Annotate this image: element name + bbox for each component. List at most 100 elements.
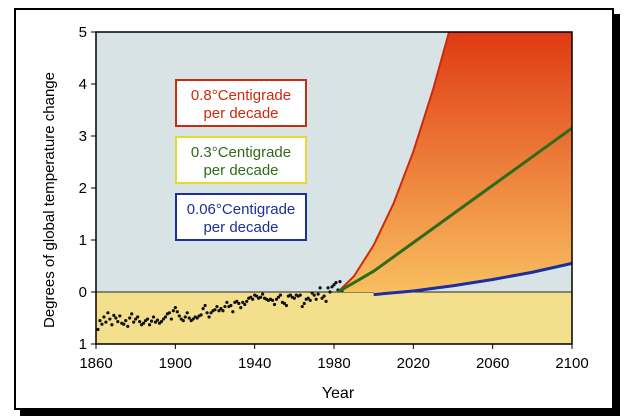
- y-tick-label: 4: [79, 76, 87, 93]
- legend-box-2: [175, 136, 307, 184]
- observed-point: [308, 298, 312, 302]
- lower-background: [96, 292, 572, 344]
- y-tick-label: 1: [79, 232, 87, 249]
- observed-point: [249, 295, 253, 299]
- observed-point: [195, 316, 199, 320]
- observed-point: [217, 309, 221, 313]
- series-line-1: [337, 31, 450, 293]
- observed-point: [149, 319, 154, 323]
- y-tick-label: 0: [79, 284, 87, 301]
- observed-point: [215, 304, 219, 309]
- observed-point: [278, 293, 283, 297]
- series-line-3: [373, 261, 573, 297]
- observed-point: [159, 320, 164, 324]
- observed-point: [114, 316, 118, 320]
- legend-line1: 0.06°Centigrade: [187, 201, 296, 218]
- observed-point: [151, 315, 156, 319]
- observed-point: [112, 313, 116, 317]
- observed-point: [225, 300, 229, 304]
- observed-point: [207, 315, 211, 319]
- observed-point: [272, 302, 277, 307]
- observed-point: [205, 311, 209, 315]
- observed-point: [177, 314, 181, 318]
- observed-point: [187, 316, 191, 320]
- observed-point: [181, 319, 185, 323]
- observed-point: [108, 317, 112, 321]
- observed-point: [175, 310, 179, 314]
- observed-point: [241, 300, 245, 304]
- legend-box-3: [175, 193, 307, 241]
- observed-point: [163, 315, 168, 319]
- observed-point: [229, 303, 233, 308]
- observed-point: [173, 306, 177, 310]
- y-tick-label: 3: [79, 128, 87, 145]
- observed-point: [243, 302, 247, 307]
- y-tick-label: 5: [79, 24, 87, 41]
- observed-point: [270, 298, 275, 302]
- legend-line2: per decade: [203, 162, 278, 179]
- observed-point: [136, 315, 140, 319]
- y-tick-label: 2: [79, 180, 87, 197]
- observed-point: [322, 294, 326, 298]
- observed-point: [223, 304, 227, 309]
- observed-point: [167, 311, 171, 315]
- observed-point: [316, 292, 320, 296]
- observed-point: [239, 306, 243, 310]
- observed-point: [261, 292, 265, 296]
- observed-point: [235, 299, 239, 303]
- observed-point: [100, 322, 104, 326]
- observed-point: [145, 317, 150, 321]
- y-tick-label: 1: [79, 336, 87, 353]
- y-axis-label: Degrees of global temperature change: [41, 72, 58, 328]
- observed-point: [276, 295, 281, 299]
- x-tick-label: 1860: [79, 355, 112, 372]
- observed-point: [231, 310, 235, 314]
- legend-line2: per decade: [203, 105, 278, 122]
- observed-point: [255, 294, 259, 298]
- observed-point: [102, 315, 106, 319]
- observed-point: [124, 319, 128, 323]
- observed-point: [128, 316, 132, 320]
- observed-point: [96, 327, 100, 332]
- observed-point: [314, 297, 318, 301]
- observed-point: [169, 317, 173, 321]
- observed-point: [284, 303, 288, 308]
- observed-point: [334, 281, 338, 285]
- observed-point: [292, 296, 296, 300]
- observed-point: [134, 317, 138, 321]
- observed-point: [251, 297, 255, 301]
- observed-point: [203, 303, 207, 308]
- observed-point: [209, 311, 213, 315]
- x-tick-label: 2100: [555, 355, 588, 372]
- observed-point: [98, 319, 102, 323]
- observed-point: [320, 296, 324, 300]
- observed-point: [201, 307, 205, 311]
- observed-point: [104, 320, 108, 324]
- observed-point: [213, 308, 217, 312]
- observed-point: [282, 301, 287, 306]
- observed-point: [110, 323, 114, 327]
- observed-point: [237, 301, 241, 306]
- observed-point: [185, 311, 189, 315]
- observed-point: [126, 324, 130, 328]
- observed-point: [288, 293, 292, 297]
- observed-point: [310, 291, 314, 295]
- observed-point: [132, 320, 136, 324]
- observed-point: [171, 309, 175, 313]
- legend-line1: 0.3°Centigrade: [191, 144, 291, 161]
- observed-point: [138, 320, 142, 324]
- observed-point: [274, 297, 279, 301]
- legend-line2: per decade: [203, 219, 278, 236]
- observed-point: [219, 307, 223, 311]
- observed-point: [106, 311, 110, 315]
- x-tick-label: 1940: [238, 355, 271, 372]
- observed-point: [116, 320, 120, 324]
- observed-point: [122, 322, 126, 326]
- observed-point: [306, 296, 310, 300]
- observed-point: [312, 293, 316, 297]
- observed-point: [199, 313, 203, 317]
- observed-point: [161, 317, 166, 321]
- observed-point: [300, 304, 304, 309]
- observed-point: [259, 295, 263, 299]
- observed-point: [142, 321, 146, 325]
